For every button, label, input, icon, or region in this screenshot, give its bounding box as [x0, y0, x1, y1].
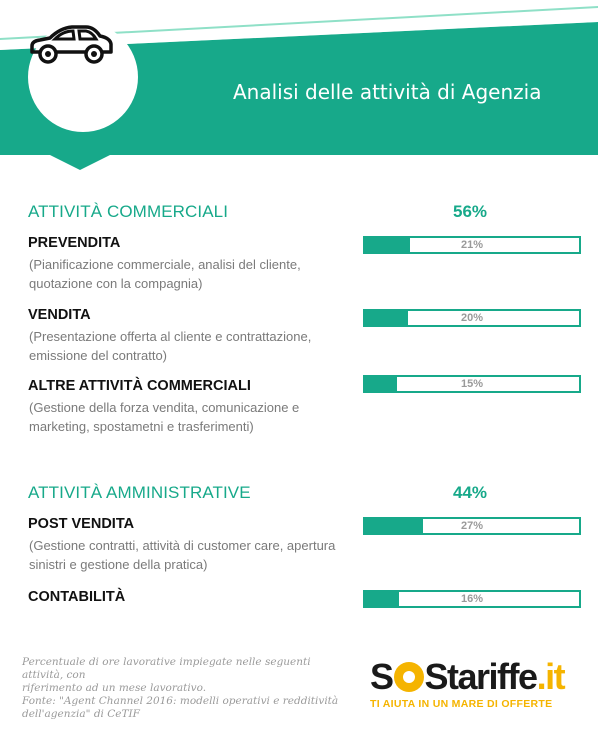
item-name-vendita: VENDITA	[28, 307, 91, 323]
item-name-prevendita: PREVENDITA	[28, 235, 121, 251]
item-desc-prevendita: (Pianificazione commerciale, analisi del…	[29, 257, 301, 291]
bar-vendita: 20%	[363, 309, 581, 327]
bar-fill-prevendita	[365, 238, 410, 252]
bar-altre: 15%	[363, 375, 581, 393]
bar-fill-altre	[365, 377, 398, 391]
item-name-post-vendita: POST VENDITA	[28, 516, 135, 532]
header-banner: Analisi delle attività di Agenzia	[0, 0, 598, 170]
bar-fill-post-vendita	[365, 519, 423, 533]
bar-contabilita: 16%	[363, 590, 581, 608]
page-title: Analisi delle attività di Agenzia	[233, 80, 542, 104]
bar-label-prevendita: 21%	[460, 239, 484, 251]
logo-wordmark: S S tariffe . it	[370, 656, 566, 697]
bar-label-altre: 15%	[460, 378, 484, 390]
bar-fill-contabilita	[365, 592, 400, 606]
sostariffe-logo[interactable]: S S tariffe . it TI AIUTA IN UN MARE DI …	[370, 658, 585, 714]
bar-fill-vendita	[365, 311, 408, 325]
footnote-source: dell'agenzia" di CeTIF	[22, 708, 140, 720]
section-percent-commerciali: 56%	[453, 202, 488, 221]
bar-label-post-vendita: 27%	[460, 520, 484, 532]
item-desc-altre: (Gestione della forza vendita, comunicaz…	[29, 400, 300, 434]
item-name-contabilita: CONTABILITÀ	[28, 589, 126, 605]
section-title-amministrative: ATTIVITÀ AMMINISTRATIVE	[28, 483, 251, 502]
logo-tagline: TI AIUTA IN UN MARE DI OFFERTE	[370, 698, 553, 710]
footnote-line: riferimento ad un mese lavorativo.	[22, 682, 207, 694]
logo-it: it	[545, 656, 566, 697]
section-title-commerciali: ATTIVITÀ COMMERCIALI	[28, 202, 229, 221]
bar-post-vendita: 27%	[363, 517, 581, 535]
logo-letter: S	[424, 656, 449, 697]
lifebuoy-icon	[393, 662, 424, 692]
footnote-line: Percentuale di ore lavorative impiegate …	[22, 656, 311, 681]
header-background	[0, 0, 598, 170]
item-desc-post-vendita: (Gestione contratti, attività di custome…	[29, 538, 336, 572]
footnote: Percentuale di ore lavorative impiegate …	[22, 656, 352, 721]
car-icon	[30, 25, 113, 64]
car-badge	[28, 22, 138, 132]
item-name-altre: ALTRE ATTIVITÀ COMMERCIALI	[28, 378, 251, 394]
bar-label-contabilita: 16%	[460, 593, 484, 605]
bar-label-vendita: 20%	[460, 312, 484, 324]
logo-dot: .	[536, 656, 547, 697]
item-desc-vendita: (Presentazione offerta al cliente e cont…	[29, 329, 312, 363]
section-percent-amministrative: 44%	[453, 483, 488, 502]
logo-tariffe: tariffe	[447, 656, 538, 697]
logo-letter: S	[370, 656, 394, 697]
bar-prevendita: 21%	[363, 236, 581, 254]
footnote-source: Fonte: "Agent Channel 2016: modelli oper…	[22, 695, 339, 707]
